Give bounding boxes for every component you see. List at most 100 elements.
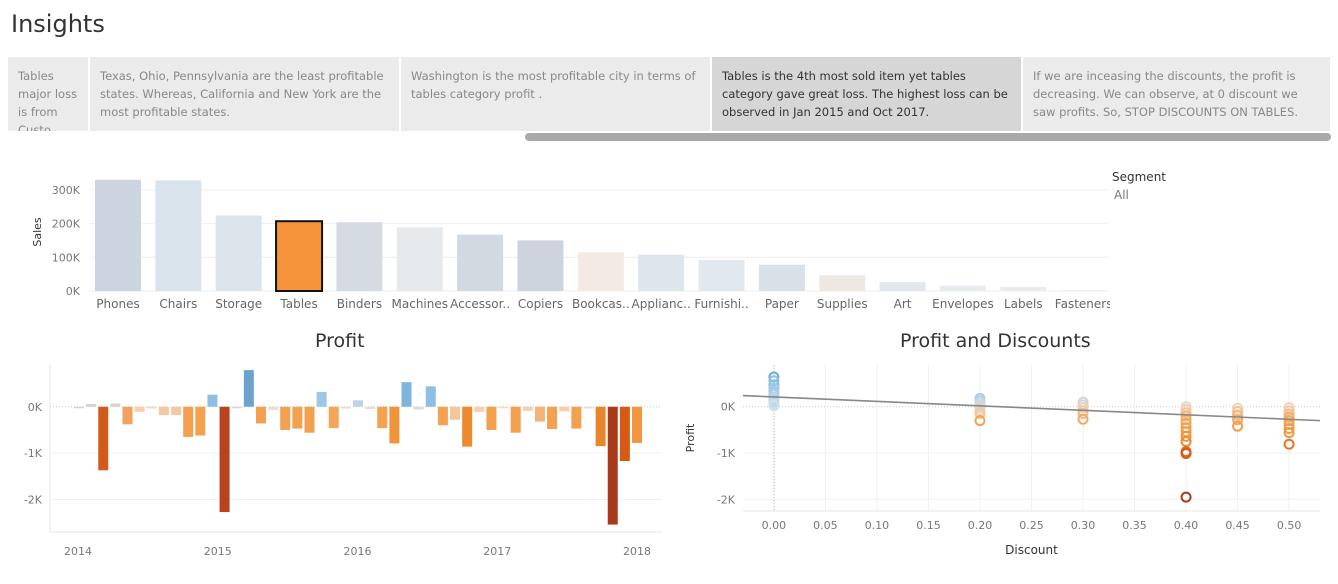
- story-point-5[interactable]: If we are inceasing the discounts, the p…: [1023, 57, 1330, 131]
- profit-bar: [450, 406, 461, 420]
- sales-bar: [457, 234, 504, 291]
- profit-bar: [134, 406, 145, 412]
- sales-category-label: Machines: [392, 297, 448, 311]
- sales-bar: [819, 275, 866, 291]
- profit-x-tick-label: 2014: [64, 545, 92, 558]
- sales-y-tick-label: 200K: [52, 218, 81, 231]
- sales-bar: [155, 180, 202, 291]
- profit-y-tick-label: -1K: [24, 447, 43, 460]
- sales-category-label: Paper: [765, 297, 799, 311]
- sales-category-label: Fasteners: [1055, 297, 1110, 311]
- scatter-y-tick-label: 0K: [721, 401, 736, 414]
- story-point-3[interactable]: Washington is the most profitable city i…: [401, 57, 710, 131]
- scatter-x-tick-label: 0.10: [865, 519, 890, 532]
- sales-y-tick-label: 100K: [52, 251, 81, 264]
- profit-bar: [353, 400, 363, 407]
- sales-bar: [1000, 286, 1047, 291]
- profit-x-tick-label: 2018: [623, 545, 651, 558]
- profit-bar: [328, 406, 339, 429]
- scatter-point: [1283, 427, 1295, 439]
- scatter-point: [768, 400, 780, 412]
- sales-category-label: Art: [894, 297, 912, 311]
- profit-x-tick-label: 2015: [204, 545, 232, 558]
- profit-bar: [146, 406, 157, 409]
- scatter-point: [1232, 402, 1244, 414]
- profit-bar: [534, 406, 545, 422]
- sales-bar: [336, 222, 383, 291]
- sales-category-label: Labels: [1004, 297, 1043, 311]
- story-point-text: Washington is the most profitable city i…: [411, 69, 696, 101]
- profit-bar: [425, 386, 436, 407]
- sales-bar: [939, 285, 986, 291]
- sales-bar: [396, 227, 443, 291]
- scatter-point: [1180, 407, 1192, 419]
- story-point-4[interactable]: Tables is the 4th most sold item yet tab…: [712, 57, 1021, 131]
- sales-category-label: Binders: [337, 297, 382, 311]
- story-point-1[interactable]: Tables major loss is from Custo..: [8, 57, 88, 131]
- scatter-x-tick-label: 0.20: [968, 519, 993, 532]
- sales-bar: [698, 259, 745, 291]
- profit-over-time-chart: 0K -1K -2K 2014 2015 2016 2017 2018: [24, 365, 662, 558]
- profit-bar: [219, 406, 230, 513]
- profit-bar: [171, 406, 182, 416]
- profit-bar: [571, 406, 582, 429]
- profit-bar: [74, 406, 84, 409]
- sales-bar: [1060, 289, 1107, 291]
- profit-bar: [268, 406, 279, 410]
- profit-bar: [195, 406, 206, 436]
- story-scrollbar-thumb[interactable]: [525, 133, 1331, 141]
- profit-bar: [583, 406, 594, 409]
- sales-bar: [215, 215, 262, 291]
- sales-category-label: Copiers: [518, 297, 563, 311]
- story-point-text: Tables major loss is from Custo..: [18, 69, 78, 131]
- sales-by-subcategory-chart: 0K 100K 200K 300K Sales Phones Chairs Storage Ta…: [31, 179, 1110, 311]
- segment-filter-value[interactable]: All: [1114, 188, 1129, 202]
- sales-category-label: Accessor..: [450, 297, 510, 311]
- scatter-point: [974, 408, 986, 420]
- scatter-point: [1232, 409, 1244, 421]
- scatter-point: [768, 371, 780, 383]
- scatter-x-tick-label: 0.00: [762, 519, 787, 532]
- profit-bar: [340, 406, 351, 409]
- scatter-point: [1180, 435, 1192, 447]
- profit-bar: [365, 406, 376, 410]
- scatter-x-tick-label: 0.30: [1071, 519, 1096, 532]
- scatter-point: [1283, 438, 1295, 450]
- sales-category-label: Bookcas..: [572, 297, 630, 311]
- scatter-x-tick-label: 0.40: [1174, 519, 1199, 532]
- scatter-point: [1180, 410, 1192, 422]
- sales-bar: [517, 240, 564, 291]
- profit-bar: [401, 382, 412, 407]
- story-scrollbar[interactable]: [525, 133, 1331, 141]
- scatter-point: [1283, 415, 1295, 427]
- profit-bar: [474, 406, 485, 412]
- sales-bar: [577, 252, 624, 291]
- trend-line: [742, 394, 1321, 422]
- profit-bar: [595, 406, 606, 447]
- scatter-chart-title: Profit and Discounts: [900, 330, 1091, 352]
- segment-filter[interactable]: Segment All: [1112, 170, 1166, 202]
- sales-y-axis-label: Sales: [31, 217, 44, 247]
- profit-bar: [122, 406, 133, 425]
- profit-bar: [547, 406, 558, 430]
- scatter-point: [1077, 402, 1089, 414]
- profit-bar: [183, 406, 194, 437]
- story-point-2[interactable]: Texas, Ohio, Pennsylvania are the least …: [90, 57, 399, 131]
- scatter-x-tick-label: 0.15: [916, 519, 941, 532]
- scatter-point: [1283, 422, 1295, 434]
- scatter-point: [1180, 430, 1192, 442]
- profit-bar: [158, 406, 169, 416]
- sales-category-label: Tables: [279, 297, 317, 311]
- scatter-x-tick-label: 0.05: [813, 519, 838, 532]
- profit-y-tick-label: -2K: [24, 494, 43, 507]
- sales-category-label: Storage: [215, 297, 262, 311]
- profit-bar: [280, 406, 291, 430]
- sales-bar: [275, 220, 324, 293]
- profit-bar: [498, 406, 509, 409]
- sales-category-label: Furnishi..: [694, 297, 748, 311]
- scatter-x-tick-label: 0.35: [1122, 519, 1147, 532]
- sales-category-label: Supplies: [817, 297, 868, 311]
- sales-bar: [879, 281, 926, 291]
- sales-category-label: Phones: [96, 297, 139, 311]
- profit-bar: [98, 406, 109, 471]
